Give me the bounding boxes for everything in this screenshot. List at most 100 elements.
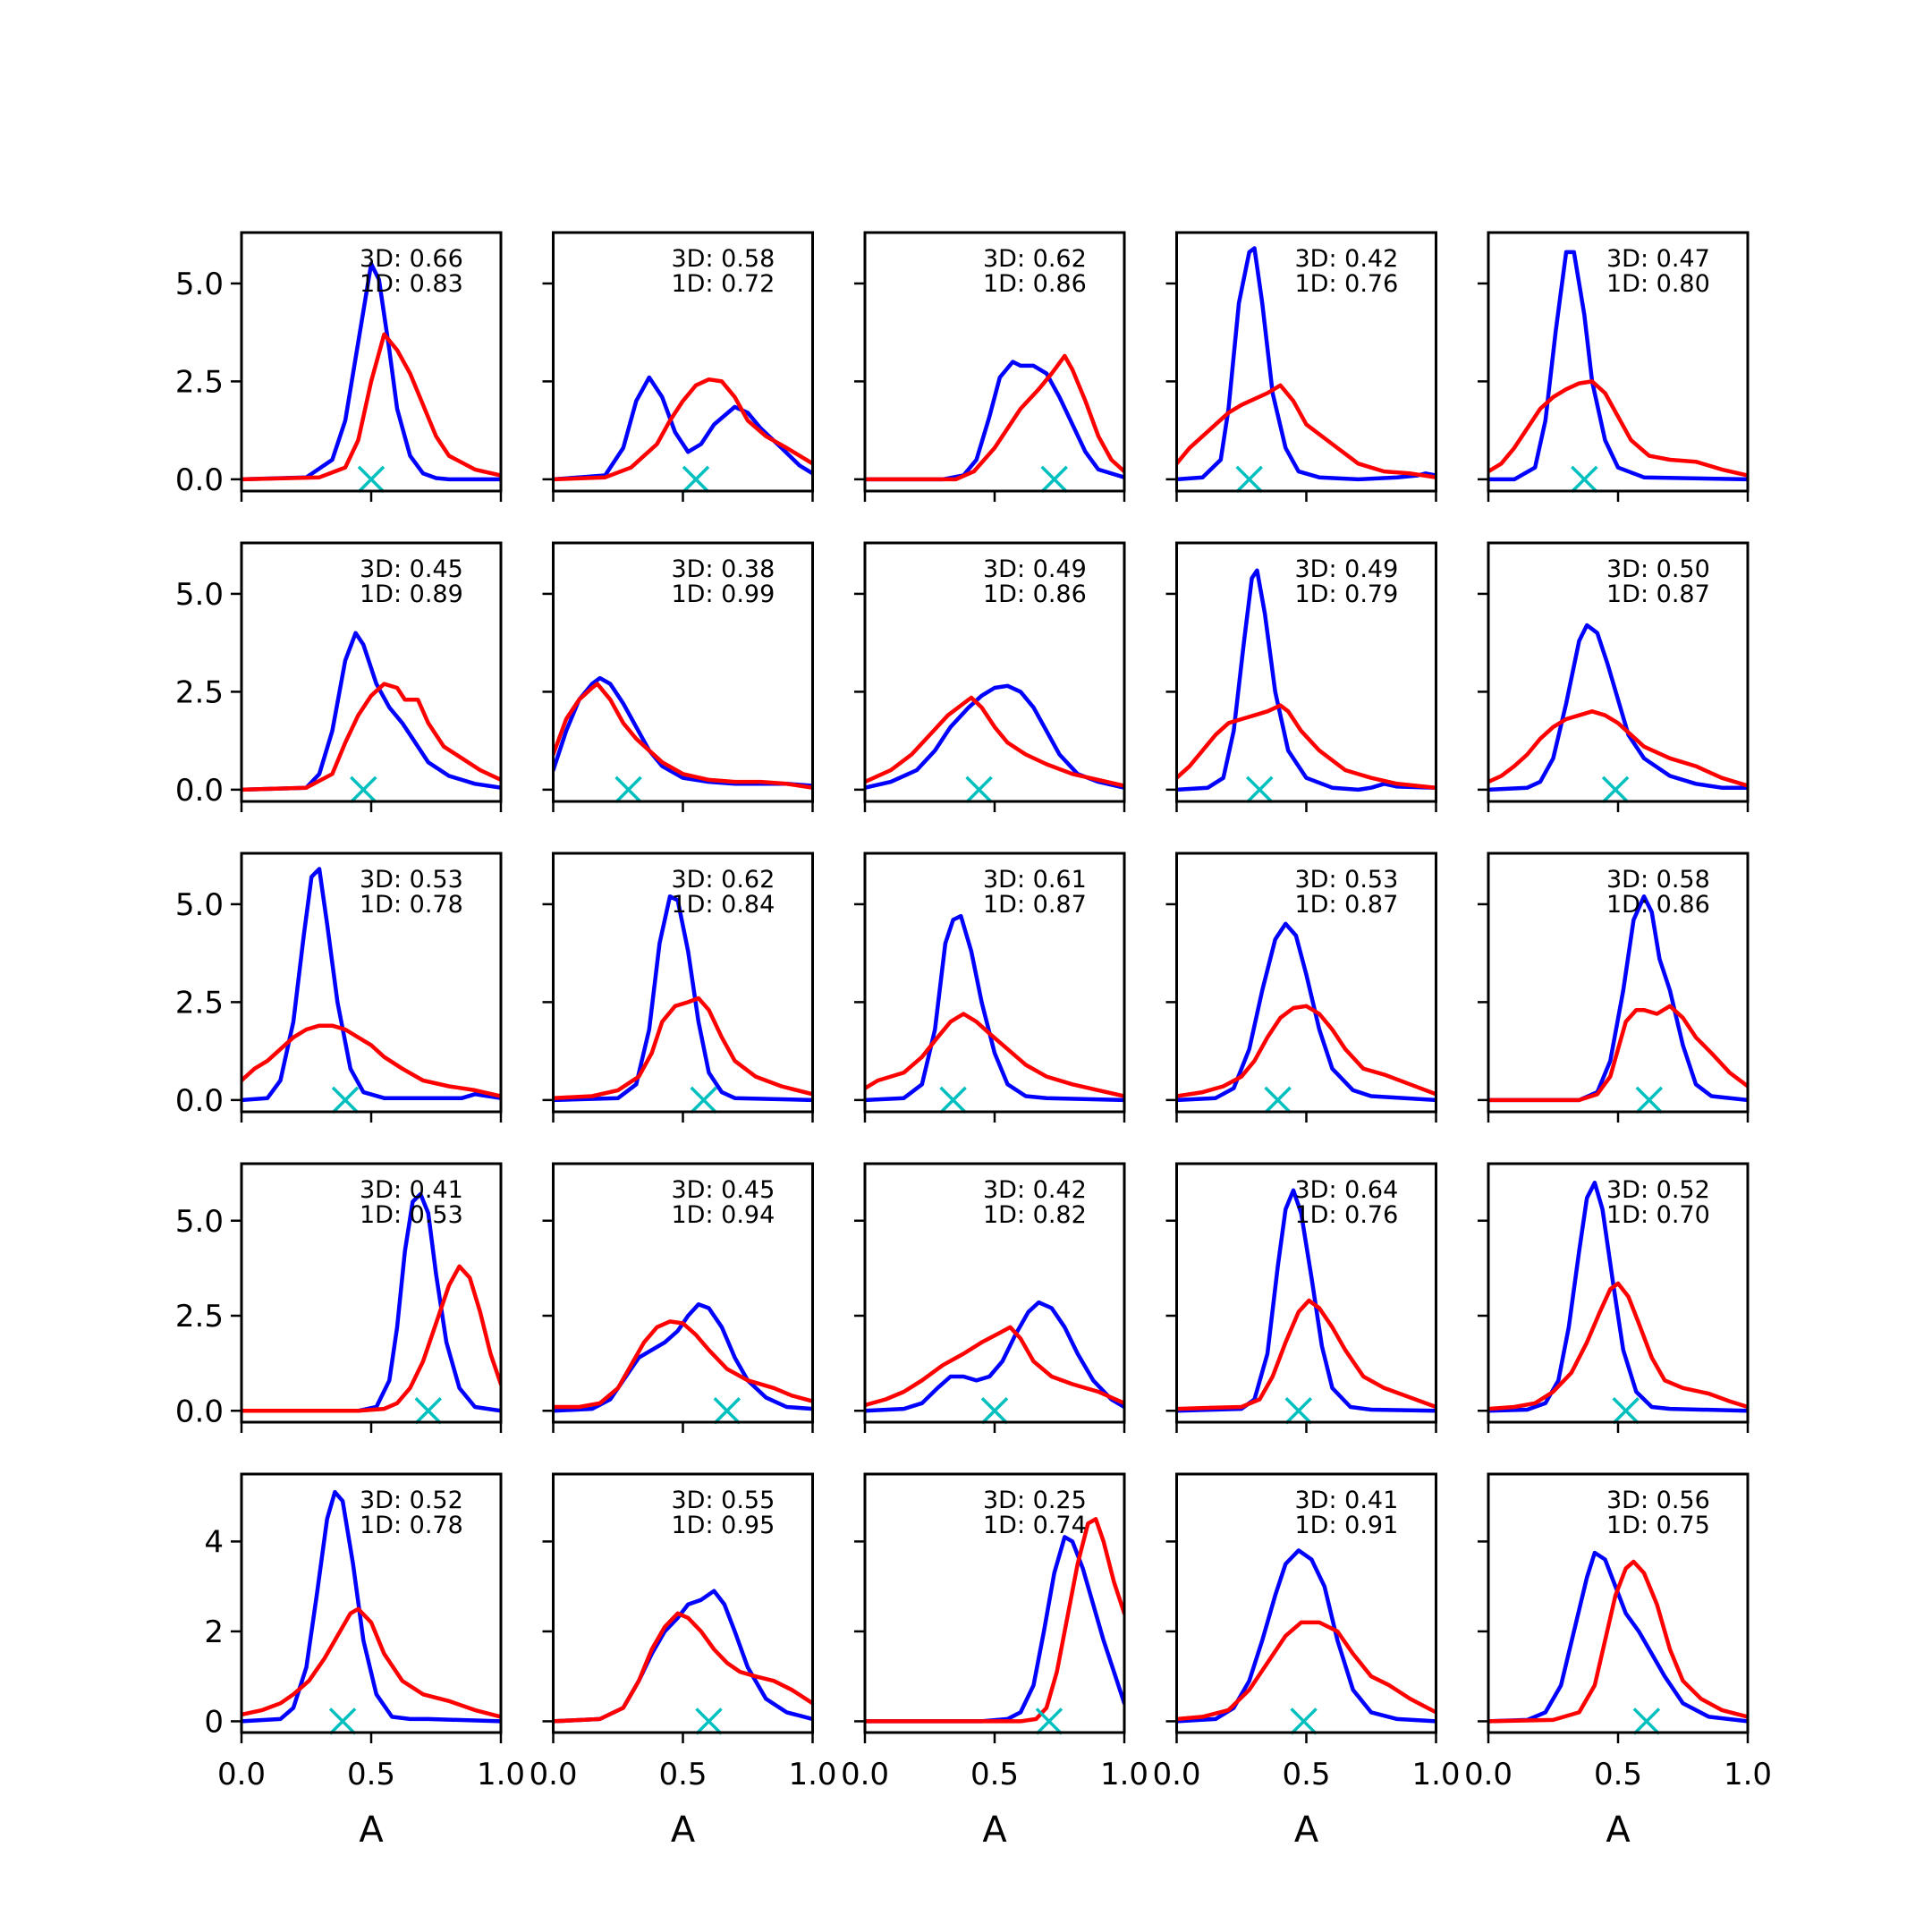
annotation-text: 3D: 0.45	[672, 1176, 775, 1204]
annotation-text: 3D: 0.25	[983, 1487, 1087, 1514]
series-line-red	[1488, 1004, 1748, 1103]
x-tick-label: 0.0	[841, 1757, 889, 1792]
y-tick-label: 2.5	[175, 674, 224, 710]
annotation-text: 1D: 0.87	[1606, 580, 1710, 608]
x-marker	[1040, 465, 1068, 494]
annotation-text: 1D: 0.94	[672, 1201, 775, 1229]
annotation-text: 3D: 0.52	[360, 1487, 463, 1514]
series-line-blue	[1488, 623, 1748, 792]
y-tick-label: 2.5	[175, 1299, 224, 1335]
x-marker-stroke	[1290, 1707, 1318, 1735]
series-line-blue	[242, 261, 501, 482]
annotation-text: 1D: 0.78	[360, 1512, 463, 1539]
series-line-red	[242, 1023, 501, 1098]
series-line-blue	[1176, 1548, 1436, 1724]
x-marker	[713, 1397, 741, 1425]
series-line-blue	[553, 1589, 813, 1724]
x-marker-stroke	[614, 775, 642, 804]
annotation-text: 3D: 0.47	[1606, 245, 1710, 273]
series-line-blue	[242, 631, 501, 792]
annotation-text: 1D: 0.87	[983, 891, 1087, 919]
x-marker	[695, 1707, 723, 1735]
series-line-red	[553, 377, 813, 482]
x-axis-label: A	[671, 1809, 696, 1851]
annotation-text: 3D: 0.42	[1295, 245, 1399, 273]
x-marker-stroke	[350, 775, 377, 804]
y-tick-label: 2.5	[175, 364, 224, 400]
series-line-red	[242, 1606, 501, 1719]
x-axis-label: A	[1606, 1809, 1631, 1851]
series-line-red	[242, 682, 501, 792]
x-tick-label: 0.5	[1282, 1757, 1330, 1792]
x-marker-stroke	[1612, 1397, 1640, 1425]
series-line-blue	[1176, 921, 1436, 1103]
x-tick-label: 0.0	[529, 1757, 577, 1792]
x-marker-stroke	[1040, 465, 1068, 494]
series-line-blue	[1488, 250, 1748, 482]
x-marker	[965, 775, 993, 804]
series-line-red	[865, 695, 1124, 788]
annotation-text: 3D: 0.55	[672, 1487, 775, 1514]
x-marker	[1284, 1397, 1313, 1425]
series-line-blue	[1176, 1188, 1436, 1413]
x-tick-label: 0.5	[970, 1757, 1019, 1792]
annotation-text: 1D: 0.86	[983, 270, 1087, 298]
series-line-blue	[865, 1535, 1124, 1724]
annotation-text: 3D: 0.49	[983, 555, 1087, 583]
series-line-red	[553, 996, 813, 1100]
series-line-blue	[553, 894, 813, 1103]
y-tick-label: 0.0	[175, 462, 224, 498]
x-axis-label: A	[359, 1809, 384, 1851]
y-tick-label: 0.0	[175, 1394, 224, 1429]
series-line-blue	[1488, 1550, 1748, 1724]
series-line-blue	[1176, 568, 1436, 792]
x-marker	[1235, 465, 1263, 494]
series-line-red	[1176, 1298, 1436, 1411]
series-line-red	[865, 1517, 1124, 1724]
y-tick-label: 2	[204, 1614, 224, 1650]
x-marker-stroke	[1571, 465, 1598, 494]
annotation-text: 3D: 0.52	[1606, 1176, 1710, 1204]
series-line-blue	[242, 1489, 501, 1724]
series-line-red	[242, 1264, 501, 1413]
annotation-text: 3D: 0.62	[983, 245, 1087, 273]
x-marker-stroke	[328, 1707, 357, 1735]
annotation-text: 3D: 0.53	[1295, 866, 1399, 894]
annotation-text: 1D: 0.76	[1295, 1201, 1399, 1229]
series-line-red	[865, 1325, 1124, 1408]
x-marker	[1612, 1397, 1640, 1425]
series-line-blue	[865, 683, 1124, 790]
annotation-text: 1D: 0.84	[672, 891, 775, 919]
x-marker-stroke	[1264, 1086, 1292, 1114]
x-marker-stroke	[357, 465, 386, 494]
x-marker-stroke	[331, 1086, 360, 1114]
x-marker	[980, 1397, 1009, 1425]
x-marker-stroke	[1246, 775, 1274, 804]
annotation-text: 1D: 0.80	[1606, 270, 1710, 298]
y-tick-label: 2.5	[175, 985, 224, 1021]
series-line-red	[1176, 1620, 1436, 1722]
x-tick-label: 0.5	[347, 1757, 395, 1792]
annotation-text: 1D: 0.74	[983, 1512, 1087, 1539]
series-line-red	[865, 1012, 1124, 1098]
x-marker-stroke	[1035, 1707, 1063, 1735]
series-line-red	[1488, 709, 1748, 788]
series-line-red	[1176, 703, 1436, 790]
annotation-text: 1D: 0.78	[360, 891, 463, 919]
